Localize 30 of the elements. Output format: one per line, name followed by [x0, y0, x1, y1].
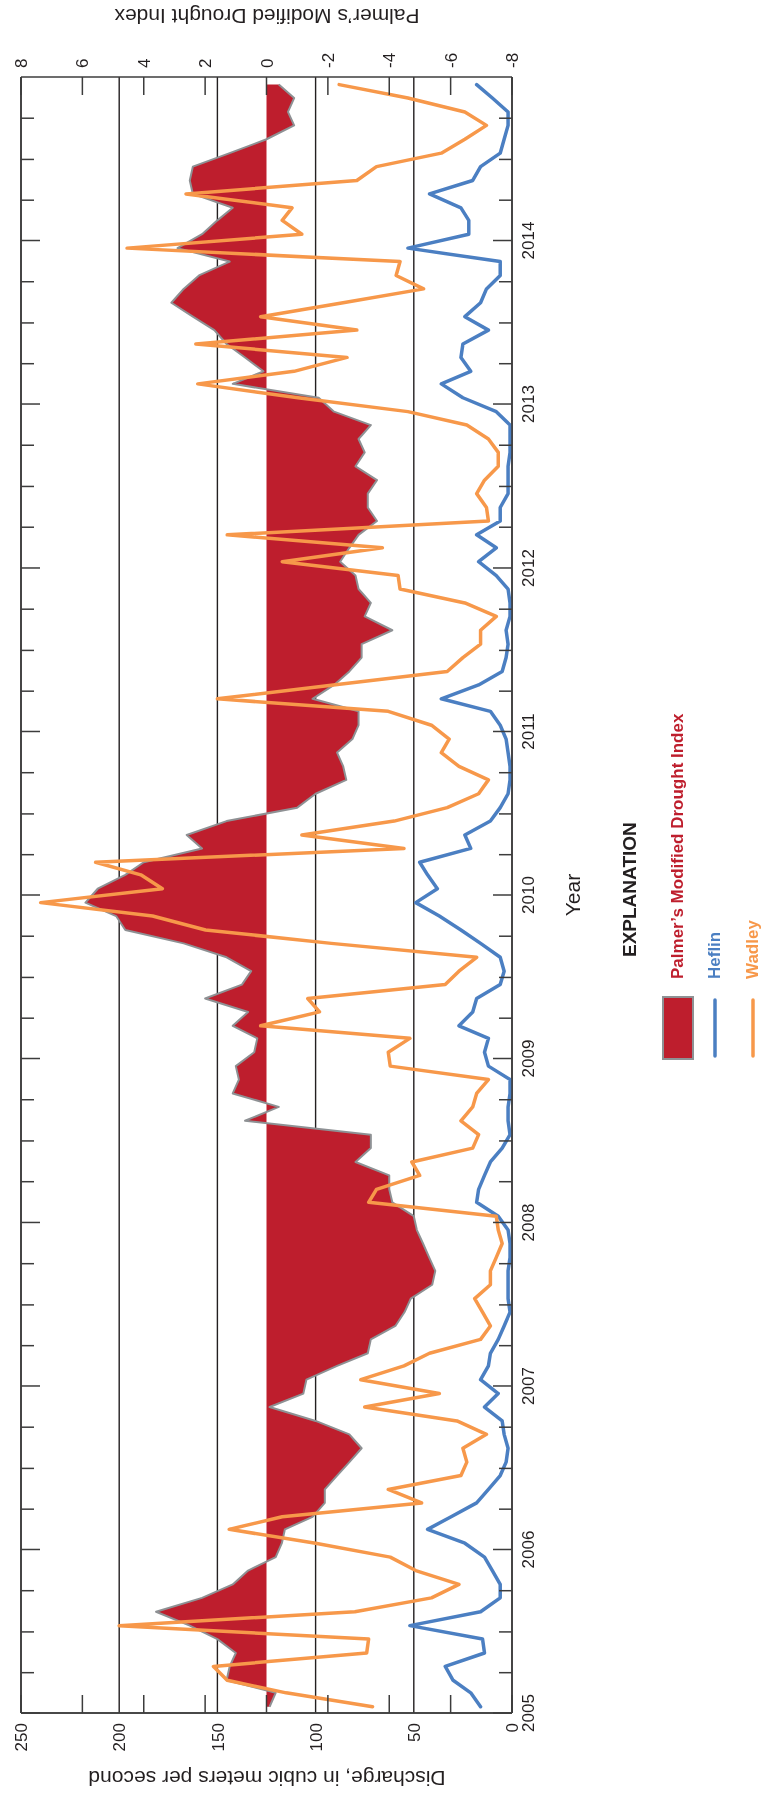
y-tick-label: 2012	[518, 549, 538, 587]
x2-tick-label: -8	[503, 52, 523, 68]
y-tick-label: 2013	[518, 385, 538, 423]
y-tick-label: 2014	[518, 221, 538, 260]
x-tick-label: 150	[208, 1723, 228, 1752]
x2-tick-label: -6	[441, 52, 461, 68]
y-axis-title: Year	[560, 873, 584, 917]
legend-title: EXPLANATION	[618, 821, 641, 957]
x-tick-label: 200	[110, 1723, 130, 1752]
y-tick-label: 2011	[518, 713, 538, 750]
x2-tick-label: 6	[73, 58, 93, 68]
x2-tick-label: 0	[257, 58, 277, 68]
x2-tick-label: 2	[196, 58, 216, 68]
x-tick-label: 100	[306, 1723, 326, 1752]
text: Wadley	[742, 920, 762, 979]
x-axis-title: Discharge, in cubic meters per second	[87, 1766, 446, 1790]
y-tick-label: 2010	[518, 876, 538, 914]
x2-tick-label: -2	[318, 52, 338, 68]
y-tick-label: 2008	[518, 1203, 538, 1242]
x2-axis-title: Palmer’s Modified Drought Index	[113, 4, 420, 28]
text: Heflin	[705, 931, 726, 979]
x2-tick-label: -4	[380, 52, 400, 68]
x-tick-label: 250	[12, 1723, 32, 1752]
x2-tick-label: 8	[12, 58, 32, 68]
y-tick-label: 2007	[518, 1367, 538, 1405]
x2-tick-label: 4	[134, 58, 154, 68]
y-tick-label: 2009	[518, 1039, 538, 1078]
y-tick-label: 2006	[518, 1530, 538, 1569]
x-tick-label: 50	[404, 1723, 424, 1742]
text: Palmer’s Modified Drought Index	[667, 713, 688, 979]
